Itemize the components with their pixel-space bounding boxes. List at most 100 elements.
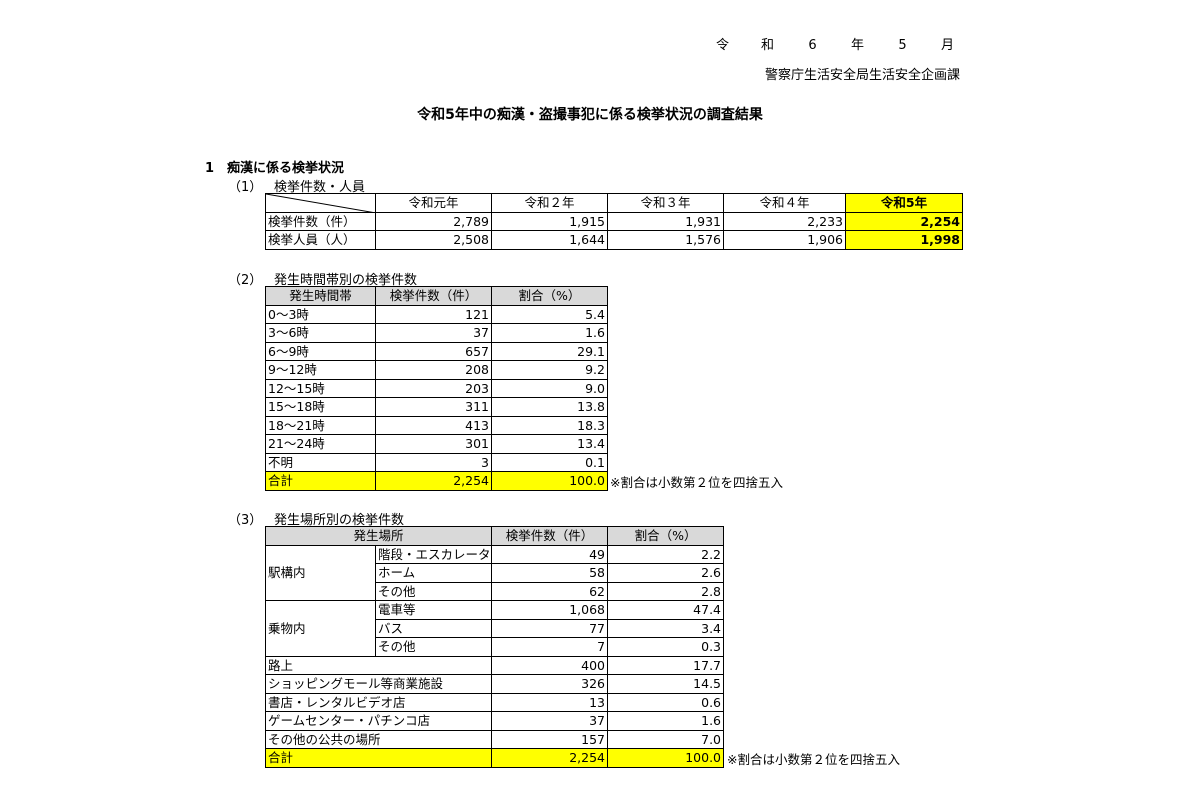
cell: 49	[491, 544, 609, 564]
cell: その他	[374, 581, 493, 601]
cell: 1,576	[607, 230, 724, 250]
cell: 2,254	[375, 471, 492, 491]
cell: 301	[375, 434, 492, 454]
date-part: 月	[940, 38, 954, 53]
column-header: 令和４年	[723, 193, 846, 213]
diagonal-corner-cell	[265, 193, 376, 213]
cell: その他の公共の場所	[264, 729, 493, 749]
table-row: 不明 3 0.1	[265, 452, 608, 472]
cell: 326	[491, 674, 609, 694]
row-label: 検挙人員（人）	[265, 230, 376, 250]
cell: 不明	[265, 452, 376, 472]
table-row: 18～21時 413 18.3	[265, 415, 608, 435]
diagonal-line	[266, 194, 368, 212]
cell: 合計	[264, 748, 493, 768]
cell: 1.6	[607, 711, 725, 731]
total-row: 合計 2,254 100.0	[265, 471, 608, 491]
table-row: 9～12時 208 9.2	[265, 360, 608, 380]
table-row: 検挙件数（件） 2,789 1,915 1,931 2,233 2,254	[265, 211, 963, 231]
column-header: 令和元年	[375, 193, 492, 213]
cell: 階段・エスカレーター	[374, 544, 493, 564]
cell: 5.4	[491, 304, 608, 324]
table2-number: （2）	[228, 273, 263, 288]
table3-number: （3）	[228, 513, 263, 528]
column-header: 検挙件数（件）	[491, 526, 609, 546]
table-row: 3～6時 37 1.6	[265, 323, 608, 343]
cell: 15～18時	[265, 397, 376, 417]
date-part: 和	[760, 38, 774, 53]
section-heading: 1 痴漢に係る検挙状況	[205, 161, 345, 176]
date-part: 年	[850, 38, 864, 53]
cell: 203	[375, 378, 492, 398]
cell: 208	[375, 360, 492, 380]
table-row: 乗物内 電車等 1,068 47.4	[265, 600, 725, 657]
table-row: 21～24時 301 13.4	[265, 434, 608, 454]
cell: 1,931	[607, 211, 724, 231]
column-header: 検挙件数（件）	[375, 286, 492, 306]
cell: 13.8	[491, 397, 608, 417]
table-row: ショッピングモール等商業施設 326 14.5	[264, 674, 725, 694]
cell: 0.3	[607, 637, 725, 657]
cell: 7	[491, 637, 609, 657]
table-row: 12～15時 203 9.0	[265, 378, 608, 398]
date-part: 6	[808, 38, 817, 53]
cell: 157	[491, 729, 609, 749]
cell: ショッピングモール等商業施設	[264, 674, 493, 694]
table1-caption: 検挙件数・人員	[274, 180, 366, 195]
cell: 2,508	[375, 230, 492, 250]
cell: 657	[375, 341, 492, 361]
cell: 2,233	[723, 211, 846, 231]
total-row: 合計 2,254 100.0	[264, 748, 725, 768]
date-part: 令	[715, 38, 729, 53]
group-label: 乗物内	[265, 600, 376, 657]
cell: 18～21時	[265, 415, 376, 435]
cell: 100.0	[491, 471, 608, 491]
cell: 電車等	[374, 600, 493, 620]
column-header: 令和３年	[607, 193, 724, 213]
group-label: 駅構内	[265, 544, 376, 601]
cell: 路上	[264, 655, 493, 675]
column-header: 発生時間帯	[265, 286, 376, 306]
cell: 13.4	[491, 434, 608, 454]
cell: 77	[491, 618, 609, 638]
table1-number: （1）	[228, 180, 263, 195]
cell: 14.5	[607, 674, 725, 694]
cell: 311	[375, 397, 492, 417]
table-row: 駅構内 階段・エスカレーター 49 2.2	[265, 544, 725, 601]
cell: 413	[375, 415, 492, 435]
cell: 1,068	[491, 600, 609, 620]
date-part: 5	[898, 38, 907, 53]
table-row: 0～3時 121 5.4	[265, 304, 608, 324]
cell: 3.4	[607, 618, 725, 638]
column-header: 令和２年	[491, 193, 608, 213]
table-row: 路上 400 17.7	[264, 655, 725, 675]
document-title: 令和5年中の痴漢・盗撮事犯に係る検挙状況の調査結果	[417, 107, 763, 123]
cell: 2.8	[607, 581, 725, 601]
column-header: 割合（%）	[607, 526, 725, 546]
arrests-by-year-table: 令和元年 令和２年 令和３年 令和４年 令和5年 検挙件数（件） 2,789 1…	[265, 193, 963, 250]
cell: 3～6時	[265, 323, 376, 343]
cell: その他	[374, 637, 493, 657]
table-row: ホーム 58 2.6	[266, 563, 725, 583]
table-row: 検挙人員（人） 2,508 1,644 1,576 1,906 1,998	[265, 230, 963, 250]
rounding-note: ※割合は小数第２位を四捨五入	[610, 475, 783, 490]
cell: 17.7	[607, 655, 725, 675]
table3-caption: 発生場所別の検挙件数	[274, 513, 405, 528]
table-row: その他の公共の場所 157 7.0	[264, 729, 725, 749]
cell: 2,789	[375, 211, 492, 231]
cell: 1,915	[491, 211, 608, 231]
cell: 21～24時	[265, 434, 376, 454]
table-row: 15～18時 311 13.8	[265, 397, 608, 417]
document-date: 令 和 6 年 5 月	[690, 34, 960, 53]
cell: 9.0	[491, 378, 608, 398]
table-row: その他 7 0.3	[266, 637, 725, 657]
cell: 2.6	[607, 563, 725, 583]
cell: 18.3	[491, 415, 608, 435]
column-header: 割合（%）	[491, 286, 608, 306]
department: 警察庁生活安全局生活安全企画課	[764, 68, 960, 83]
arrests-by-location-table: 発生場所 検挙件数（件） 割合（%） 駅構内 階段・エスカレーター 49 2.2 ホーム…	[264, 526, 725, 768]
cell: 58	[491, 563, 609, 583]
cell: 2.2	[607, 544, 725, 564]
cell-highlight: 1,998	[845, 230, 963, 250]
cell: 29.1	[491, 341, 608, 361]
